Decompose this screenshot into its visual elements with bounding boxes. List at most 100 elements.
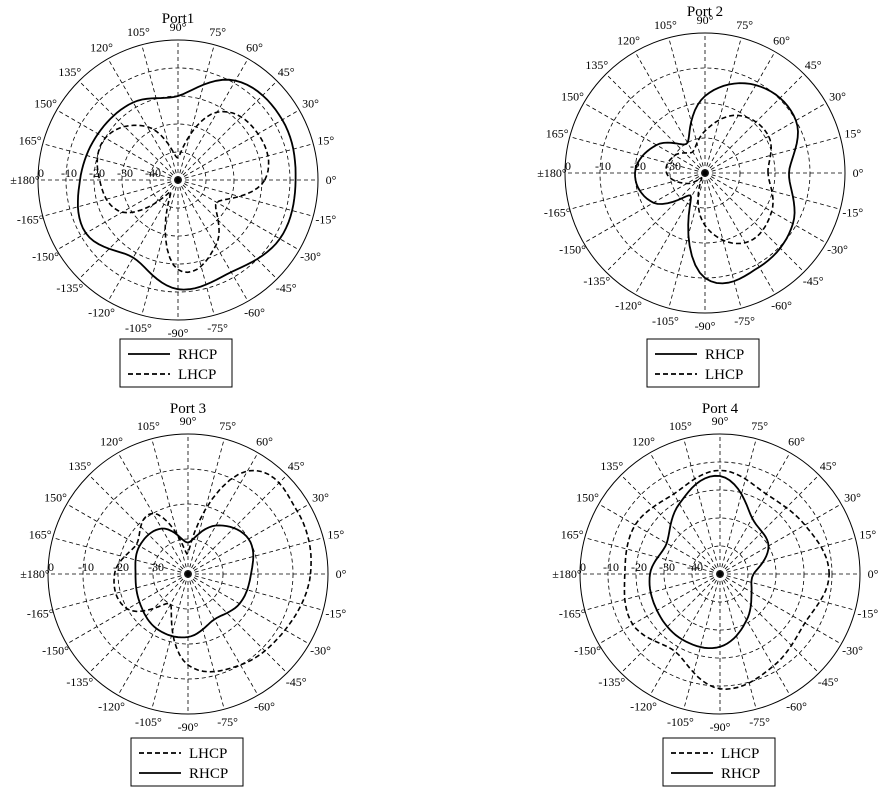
grid-spoke <box>56 179 179 251</box>
grid-spoke <box>719 438 757 575</box>
angle-tick-label: 0° <box>868 567 879 581</box>
radial-tick-label: -30 <box>665 159 681 173</box>
grid-spoke <box>620 573 721 674</box>
grid-spoke <box>177 80 278 181</box>
grid-spoke <box>719 573 856 611</box>
radial-tick-label: -20 <box>630 159 646 173</box>
radial-tick-label: 0 <box>565 159 571 173</box>
angle-tick-label: 165° <box>19 133 42 147</box>
grid-spoke <box>177 109 300 181</box>
angle-tick-label: 0° <box>853 166 864 180</box>
angle-tick-label: 15° <box>317 133 334 147</box>
angle-tick-label: 120° <box>632 434 655 448</box>
angle-tick-label: 105° <box>654 18 677 32</box>
angle-tick-label: -150° <box>574 644 601 658</box>
angle-tick-label: -90° <box>710 720 731 734</box>
grid-spoke <box>78 80 179 181</box>
grid-spoke <box>683 438 721 575</box>
angle-tick-label: -45° <box>276 281 297 295</box>
angle-tick-label: 105° <box>669 419 692 433</box>
radial-tick-label: -30 <box>659 560 675 574</box>
angle-tick-label: 120° <box>100 434 123 448</box>
grid-spoke <box>187 573 288 674</box>
radial-tick-label: -40 <box>145 166 161 180</box>
grid-spoke <box>634 172 706 295</box>
polar-chart: Port1 0° 15° 30° 45° 60° 75° 90° 105° 120° 135° 150… <box>10 11 337 388</box>
angle-tick-label: 90° <box>180 414 197 428</box>
angle-tick-label: -165° <box>544 206 571 220</box>
grid-spoke <box>52 573 189 611</box>
angle-tick-label: 15° <box>859 527 876 541</box>
grid-spoke <box>719 573 757 710</box>
angle-tick-label: 150° <box>561 90 584 104</box>
angle-tick-label: -165° <box>17 213 44 227</box>
grid-spoke <box>704 37 742 174</box>
angle-tick-label: 120° <box>90 40 113 54</box>
angle-tick-label: -30° <box>827 243 848 257</box>
angle-tick-label: -120° <box>88 306 115 320</box>
grid-spoke <box>719 503 842 575</box>
angle-tick-label: -105° <box>652 314 679 328</box>
grid-spoke <box>704 172 776 295</box>
grid-spoke <box>187 474 288 575</box>
grid-spoke <box>668 37 706 174</box>
angle-tick-label: -120° <box>615 299 642 313</box>
legend-label: LHCP <box>189 746 227 762</box>
grid-spoke <box>605 172 706 273</box>
grid-spoke <box>584 573 721 611</box>
angle-tick-label: ±180° <box>10 173 40 187</box>
angle-tick-label: -135° <box>56 281 83 295</box>
grid-spoke <box>177 179 278 280</box>
legend-box <box>646 338 760 388</box>
angle-tick-label: 30° <box>829 90 846 104</box>
legend-label: RHCP <box>705 347 744 363</box>
angle-tick-label: -120° <box>630 700 657 714</box>
polar-chart: Port 2 0° 15° 30° 45° 60° 75° 90° 105° 120° 135° 15… <box>537 4 864 388</box>
radial-tick-label: 0 <box>580 560 586 574</box>
angle-tick-label: 105° <box>137 419 160 433</box>
angle-tick-label: -60° <box>254 700 275 714</box>
radial-tick-label: -10 <box>595 159 611 173</box>
grid-spoke <box>704 172 827 244</box>
grid-spoke <box>704 102 827 174</box>
radial-tick-label: -10 <box>78 560 94 574</box>
chart-title: Port 2 <box>687 4 723 20</box>
grid-spoke <box>177 179 215 316</box>
grid-spoke <box>187 452 259 575</box>
chart-title: Port 3 <box>170 401 206 417</box>
angle-tick-label: 135° <box>600 459 623 473</box>
grid-spoke <box>78 179 179 280</box>
grid-spoke <box>598 573 721 645</box>
angle-tick-label: ±180° <box>20 567 50 581</box>
radial-tick-label: -20 <box>89 166 105 180</box>
grid-spoke <box>719 573 791 696</box>
grid-spoke <box>598 503 721 575</box>
chart-title: Port1 <box>162 11 195 27</box>
radial-tick-label: -30 <box>117 166 133 180</box>
angle-tick-label: -150° <box>42 644 69 658</box>
angle-tick-label: -75° <box>207 321 228 335</box>
grid-spoke <box>719 573 842 645</box>
angle-tick-label: -15° <box>842 206 863 220</box>
angle-tick-label: 90° <box>170 20 187 34</box>
polar-chart: Port 4 0° 15° 30° 45° 60° 75° 90° 105° 120° 135° 15… <box>552 401 879 787</box>
angle-tick-label: -30° <box>842 644 863 658</box>
angle-tick-label: -90° <box>695 319 716 333</box>
grid-spoke <box>187 573 225 710</box>
grid-spoke <box>52 537 189 575</box>
grid-spoke <box>649 452 721 575</box>
grid-spoke <box>66 503 189 575</box>
angle-tick-label: -15° <box>325 607 346 621</box>
angle-tick-label: -135° <box>598 675 625 689</box>
grid-spoke <box>719 573 820 674</box>
grid-spoke <box>117 573 189 696</box>
grid-spoke <box>187 537 324 575</box>
radial-tick-label: -30 <box>148 560 164 574</box>
angle-tick-label: -75° <box>749 715 770 729</box>
angle-tick-label: -45° <box>803 274 824 288</box>
angle-tick-label: -30° <box>310 644 331 658</box>
legend: RHCP LHCP <box>646 338 760 388</box>
grid-spoke <box>56 109 179 181</box>
angle-tick-label: ±180° <box>552 567 582 581</box>
legend-box <box>119 338 233 388</box>
